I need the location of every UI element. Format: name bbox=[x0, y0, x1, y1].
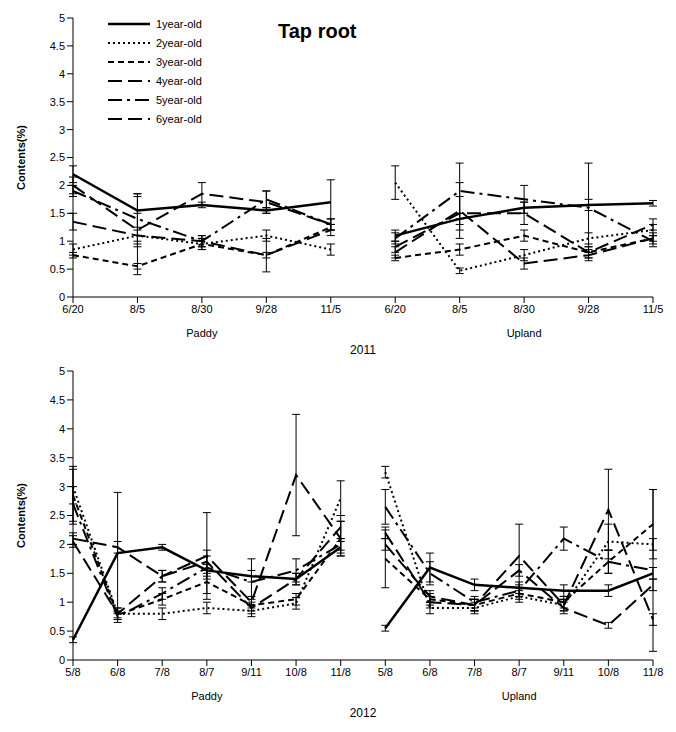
svg-text:8/7: 8/7 bbox=[512, 666, 527, 678]
svg-text:8/30: 8/30 bbox=[191, 303, 212, 315]
html-text:Tap root: Tap root bbox=[278, 20, 357, 42]
svg-text:3: 3 bbox=[59, 124, 65, 136]
svg-text:8/5: 8/5 bbox=[130, 303, 145, 315]
svg-text:0.5: 0.5 bbox=[50, 625, 65, 637]
svg-text:2: 2 bbox=[59, 179, 65, 191]
svg-text:11/8: 11/8 bbox=[330, 666, 351, 678]
svg-text:6/20: 6/20 bbox=[62, 303, 83, 315]
svg-text:9/11: 9/11 bbox=[241, 666, 262, 678]
svg-text:5/8: 5/8 bbox=[378, 666, 393, 678]
html-text:4year-old: 4year-old bbox=[156, 74, 202, 87]
svg-text:8/7: 8/7 bbox=[199, 666, 214, 678]
svg-text:4.5: 4.5 bbox=[50, 394, 65, 406]
svg-text:2.5: 2.5 bbox=[50, 151, 65, 163]
html-text:6year-old: 6year-old bbox=[156, 112, 202, 125]
svg-text:9/11: 9/11 bbox=[553, 666, 574, 678]
svg-text:11/5: 11/5 bbox=[643, 303, 664, 315]
svg-text:5/8: 5/8 bbox=[65, 666, 80, 678]
svg-text:4.5: 4.5 bbox=[50, 40, 65, 52]
svg-text:1.5: 1.5 bbox=[50, 567, 65, 579]
svg-text:2: 2 bbox=[59, 538, 65, 550]
svg-text:0: 0 bbox=[59, 654, 65, 666]
svg-text:1: 1 bbox=[59, 596, 65, 608]
svg-text:7/8: 7/8 bbox=[155, 666, 170, 678]
svg-text:1.5: 1.5 bbox=[50, 207, 65, 219]
svg-text:Upland: Upland bbox=[502, 690, 537, 702]
svg-text:4: 4 bbox=[59, 68, 65, 80]
svg-text:Contents(%): Contents(%) bbox=[15, 125, 27, 190]
svg-text:6/20: 6/20 bbox=[385, 303, 406, 315]
svg-text:11/8: 11/8 bbox=[643, 666, 664, 678]
svg-text:Upland: Upland bbox=[507, 327, 542, 339]
svg-text:6/8: 6/8 bbox=[422, 666, 437, 678]
svg-text:7/8: 7/8 bbox=[467, 666, 482, 678]
svg-text:6/8: 6/8 bbox=[110, 666, 125, 678]
html-text:2year-old: 2year-old bbox=[156, 36, 202, 49]
svg-text:3: 3 bbox=[59, 481, 65, 493]
html-text:5year-old: 5year-old bbox=[156, 93, 202, 106]
svg-text:0.5: 0.5 bbox=[50, 263, 65, 275]
svg-text:Paddy: Paddy bbox=[186, 327, 218, 339]
html-text:3year-old: 3year-old bbox=[156, 55, 202, 68]
svg-text:Contents(%): Contents(%) bbox=[15, 483, 27, 548]
svg-text:4: 4 bbox=[59, 423, 65, 435]
html-text:2011: 2011 bbox=[350, 343, 376, 357]
svg-text:10/8: 10/8 bbox=[598, 666, 619, 678]
svg-text:5: 5 bbox=[59, 365, 65, 377]
svg-text:1: 1 bbox=[59, 235, 65, 247]
html-text:2012: 2012 bbox=[349, 706, 377, 720]
svg-text:9/28: 9/28 bbox=[256, 303, 277, 315]
svg-text:Paddy: Paddy bbox=[191, 690, 223, 702]
svg-text:11/5: 11/5 bbox=[320, 303, 341, 315]
svg-text:10/8: 10/8 bbox=[285, 666, 306, 678]
svg-text:9/28: 9/28 bbox=[578, 303, 599, 315]
svg-text:8/5: 8/5 bbox=[452, 303, 467, 315]
svg-text:0: 0 bbox=[59, 291, 65, 303]
svg-text:3.5: 3.5 bbox=[50, 452, 65, 464]
svg-text:8/30: 8/30 bbox=[513, 303, 534, 315]
svg-text:2.5: 2.5 bbox=[50, 509, 65, 521]
html-text:1year-old: 1year-old bbox=[156, 17, 202, 30]
svg-text:3.5: 3.5 bbox=[50, 96, 65, 108]
svg-text:5: 5 bbox=[59, 12, 65, 24]
